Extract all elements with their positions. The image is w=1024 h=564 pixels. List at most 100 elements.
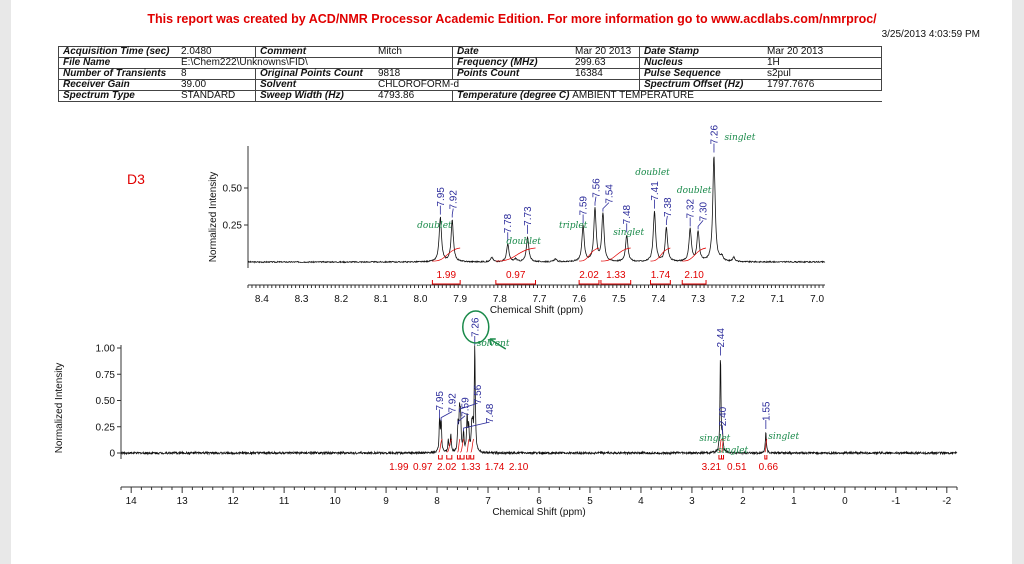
integral-value: 2.02 (579, 270, 599, 281)
x-axis-label: Chemical Shift (ppm) (490, 305, 583, 316)
integral-bracket (764, 455, 768, 460)
integral-curve (579, 247, 600, 262)
x-tick-label: 12 (228, 496, 240, 507)
y-tick-label: 0.50 (223, 184, 243, 195)
handwritten-annotation: singlet (768, 432, 799, 442)
param-key: Spectrum Offset (Hz) (639, 79, 763, 91)
integral-value: 1.99 (437, 270, 457, 281)
peak-label: 7.73 (523, 206, 534, 226)
param-value: E:\Chem222\Unknowns\FID\ (177, 57, 453, 69)
integral-value: 1.74 (651, 270, 671, 281)
x-tick-label: 7.8 (493, 294, 507, 305)
solvent-circle (462, 310, 490, 344)
param-key: Receiver Gain (58, 79, 177, 91)
x-tick-label: 7 (485, 496, 491, 507)
integral-curve (650, 247, 671, 262)
param-value: Mar 20 2013 (763, 46, 882, 58)
param-key: Acquisition Time (sec) (58, 46, 177, 58)
integral-value: 2.02 (437, 462, 457, 473)
peak-leader (665, 215, 668, 225)
integral-bracket (470, 455, 475, 460)
peak-label: 7.95 (436, 187, 447, 207)
param-value: s2pul (763, 68, 882, 80)
integral-curve (459, 438, 465, 453)
handwritten-annotation: singlet (724, 133, 755, 143)
param-value: 16384 (571, 68, 640, 80)
x-tick-label: 5 (587, 496, 593, 507)
y-axis-label: Normalized Intensity (208, 172, 219, 263)
peak-leader (451, 208, 454, 218)
solvent-arrow (489, 338, 507, 350)
x-tick-label: 7.5 (612, 294, 626, 305)
report-timestamp: 3/25/2013 4:03:59 PM (881, 29, 980, 40)
x-tick-label: 14 (126, 496, 138, 507)
peak-leader (463, 421, 490, 432)
x-tick-label: 2 (740, 496, 746, 507)
handwritten-annotation: doublet (635, 168, 670, 178)
integral-curve (446, 438, 453, 453)
param-key: Solvent (255, 79, 374, 91)
x-tick-label: 7.2 (731, 294, 745, 305)
peak-label: 7.38 (663, 197, 674, 217)
x-tick-label: -2 (942, 496, 951, 507)
x-tick-label: 8.2 (334, 294, 348, 305)
param-row: Acquisition Time (sec) 2.0480 Comment Mitch… (58, 46, 882, 58)
param-row: File Name E:\Chem222\Unknowns\FID\ Frequen… (58, 57, 882, 69)
window-edge-right (1012, 0, 1024, 564)
param-value: 299.63 (571, 57, 640, 69)
acquisition-parameters-table: Acquisition Time (sec) 2.0480 Comment Mitch… (58, 46, 882, 102)
integral-curve (457, 438, 461, 453)
param-value: STANDARD (177, 90, 256, 102)
y-tick-label: 0.50 (96, 396, 116, 407)
peak-label: 7.26 (709, 125, 720, 145)
param-row: Receiver Gain 39.00 Solvent CHLOROFORM-d Spe… (58, 79, 882, 91)
y-tick-label: 1.00 (96, 344, 116, 355)
param-value: AMBIENT TEMPERATURE (572, 90, 694, 101)
integral-bracket (681, 280, 707, 285)
param-key: Points Count (452, 68, 571, 80)
param-key: Sweep Width (Hz) (255, 90, 374, 102)
spectrum-trace (120, 345, 958, 456)
integral-bracket (446, 455, 453, 460)
integral-bracket (720, 455, 725, 460)
integral-bracket (431, 280, 461, 285)
param-row: Spectrum Type STANDARD Sweep Width (Hz) 479… (58, 90, 882, 102)
integral-value: 0.66 (759, 462, 779, 473)
peak-leader (440, 411, 453, 421)
x-tick-label: 7.1 (770, 294, 784, 305)
x-tick-label: 1 (791, 496, 797, 507)
peak-label: 7.78 (503, 213, 514, 233)
peak-label: 7.95 (435, 391, 446, 411)
peak-label: 7.54 (604, 184, 615, 204)
integral-curve (682, 247, 707, 262)
handwritten-annotation: doublet (506, 237, 541, 247)
x-tick-label: 7.4 (651, 294, 665, 305)
x-tick-label: 3 (689, 496, 695, 507)
param-key: File Name (58, 57, 177, 69)
x-tick-label: 11 (279, 496, 290, 507)
integral-curve (721, 438, 724, 453)
param-value: 1797.7676 (763, 79, 882, 91)
x-tick-label: 8 (434, 496, 440, 507)
param-temperature: Temperature (degree C) AMBIENT TEMPERATU… (452, 90, 882, 102)
y-tick-label: 0.25 (96, 422, 116, 433)
peak-label: 7.56 (591, 178, 602, 198)
param-value: Mar 20 2013 (571, 46, 640, 58)
integral-curve (438, 438, 443, 453)
integral-bracket (578, 280, 600, 285)
peak-label: 7.32 (686, 199, 697, 219)
x-tick-label: 7.9 (453, 294, 467, 305)
x-tick-label: 13 (177, 496, 189, 507)
integral-value: 0.97 (506, 270, 526, 281)
peak-label: 2.44 (716, 328, 727, 348)
integral-bracket (495, 280, 537, 285)
x-tick-label: 8.3 (295, 294, 309, 305)
param-key: Date Stamp (639, 46, 763, 58)
window-edge-left (0, 0, 11, 564)
integral-value: 2.10 (509, 462, 529, 473)
sample-label: D3 (127, 171, 145, 187)
y-tick-label: 0 (109, 449, 115, 460)
peak-label: 7.48 (622, 204, 633, 224)
x-tick-label: 7.6 (572, 294, 586, 305)
